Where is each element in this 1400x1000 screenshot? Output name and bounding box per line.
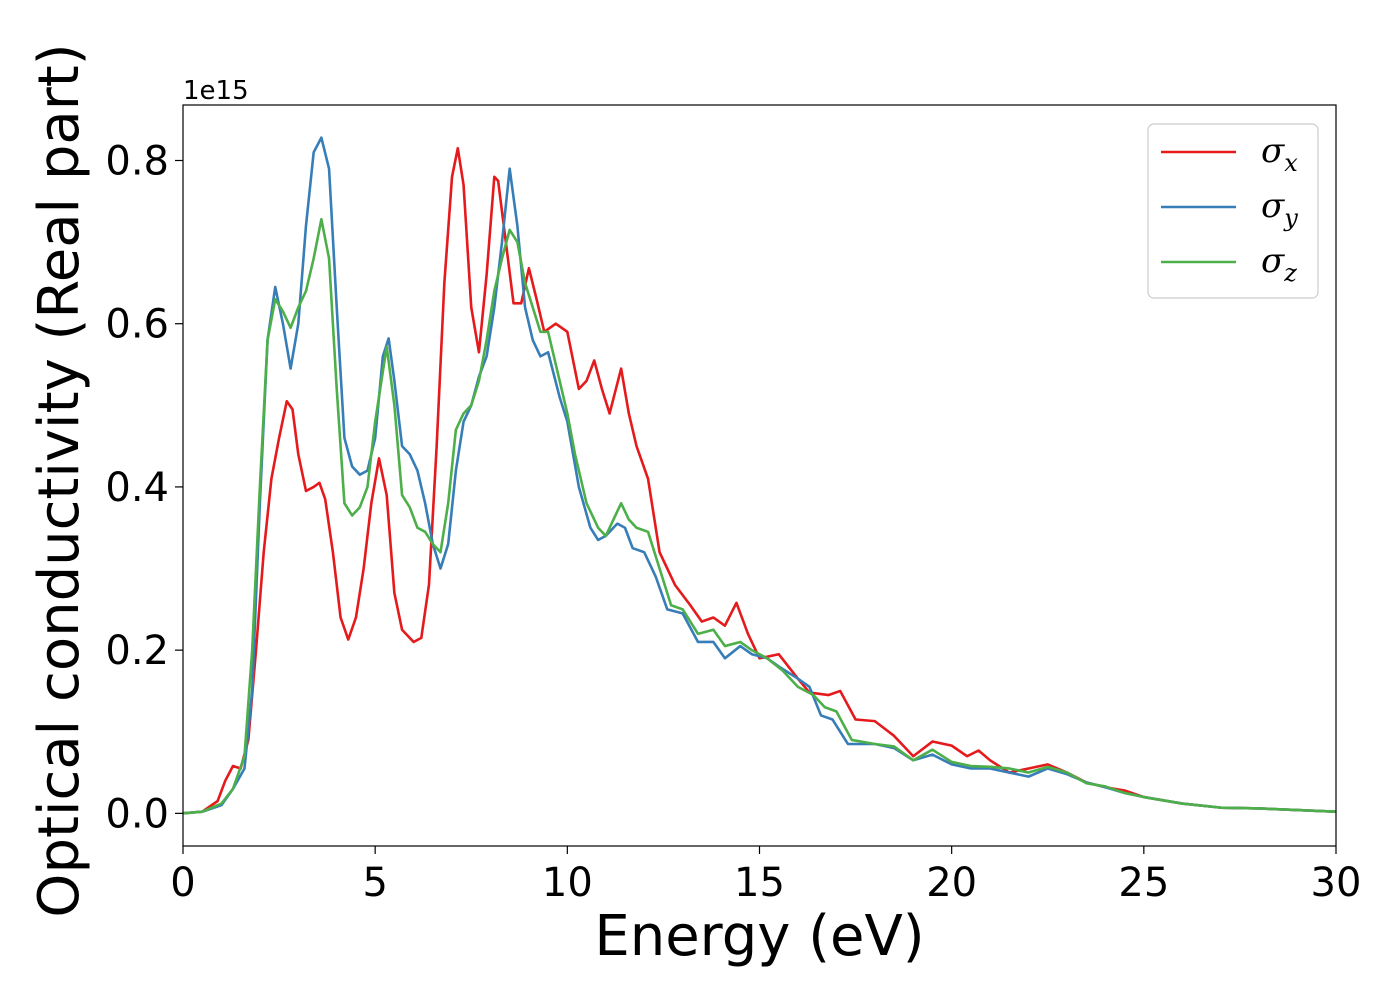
series-layer (183, 136, 1336, 815)
y-offset-label: 1e15 (183, 76, 249, 106)
x-tick-label: 0 (170, 860, 195, 906)
legend-label-y: σy (1261, 186, 1298, 232)
x-tick-label: 10 (542, 860, 593, 906)
x-tick-label: 30 (1311, 860, 1362, 906)
legend-label-z: σz (1261, 241, 1297, 287)
x-tick-label: 20 (926, 860, 977, 906)
x-tick-label: 15 (734, 860, 785, 906)
series-line-x (183, 146, 1336, 815)
legend: σx σy σz (1147, 123, 1319, 299)
y-tick-label: 0.0 (105, 791, 169, 837)
legend-label-x: σx (1261, 131, 1298, 177)
x-tick-label: 25 (1118, 860, 1169, 906)
y-tick-label: 0.6 (105, 302, 169, 348)
x-tick-label: 5 (362, 860, 387, 906)
x-axis-title: Energy (eV) (594, 904, 924, 969)
x-axis: 0 5 10 15 20 25 30 (170, 846, 1361, 906)
series-line-z (183, 217, 1336, 815)
y-tick-label: 0.4 (105, 465, 169, 511)
y-axis-title: Optical conductivity (Real part) (27, 43, 92, 917)
y-axis: 0.0 0.2 0.4 0.6 0.8 (105, 138, 183, 837)
y-tick-label: 0.8 (105, 138, 169, 184)
series-line-y (183, 136, 1336, 815)
legend-box (1147, 123, 1319, 299)
y-tick-label: 0.2 (105, 628, 169, 674)
